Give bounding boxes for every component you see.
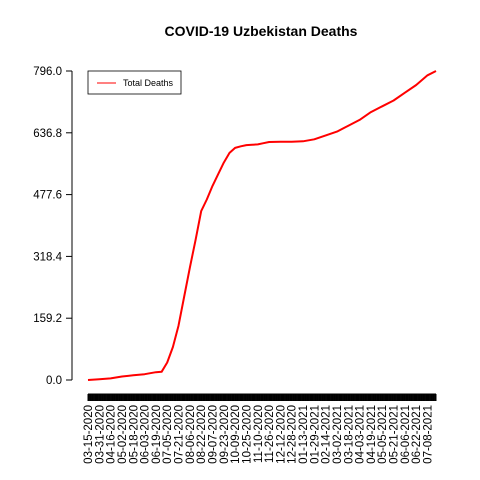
x-tick-label: 08-22-2020 xyxy=(196,405,208,464)
x-tick-label: 03-18-2021 xyxy=(343,405,355,464)
y-tick-label: 159.2 xyxy=(33,313,62,325)
x-tick-label: 06-03-2020 xyxy=(140,405,152,464)
x-tick-label: 04-16-2020 xyxy=(106,405,118,464)
y-tick-label: 477.6 xyxy=(33,190,62,202)
x-tick-label: 03-31-2020 xyxy=(94,405,106,464)
x-tick-label: 06-19-2020 xyxy=(151,405,163,464)
x-tick-label: 08-06-2020 xyxy=(185,405,197,464)
x-tick-label: 06-22-2021 xyxy=(411,405,423,464)
x-tick-label: 03-02-2021 xyxy=(332,405,344,464)
y-axis: 0.0 159.2 318.4 477.6 636.8 796.0 xyxy=(33,66,73,387)
y-tick-label: 796.0 xyxy=(33,66,62,78)
x-tick-label: 05-18-2020 xyxy=(128,405,140,464)
x-tick-label: 03-15-2020 xyxy=(83,405,95,464)
y-tick-label: 636.8 xyxy=(33,128,62,140)
x-tick-label: 05-21-2021 xyxy=(389,405,401,464)
x-tick-label: 10-25-2020 xyxy=(241,405,253,464)
x-tick-label: 12-12-2020 xyxy=(275,405,287,464)
chart-title: COVID-19 Uzbekistan Deaths xyxy=(165,23,358,39)
legend: Total Deaths xyxy=(87,70,182,95)
x-axis: 03-15-2020 03-31-2020 04-16-2020 05-02-2020… xyxy=(83,393,437,464)
x-tick-label: 05-02-2020 xyxy=(117,405,129,464)
x-tick-label: 05-05-2021 xyxy=(377,405,389,464)
x-tick-label: 07-08-2021 xyxy=(423,405,435,464)
y-tick-label: 0.0 xyxy=(46,375,62,387)
x-tick-label: 12-28-2020 xyxy=(287,405,299,464)
legend-label: Total Deaths xyxy=(123,78,174,88)
x-tick-label: 04-03-2021 xyxy=(355,405,367,464)
x-tick-label: 01-29-2021 xyxy=(309,405,321,464)
x-tick-label: 11-26-2020 xyxy=(264,405,276,463)
x-tick-label: 09-23-2020 xyxy=(219,405,231,464)
series-line-total-deaths xyxy=(87,70,437,381)
legend-box xyxy=(87,70,182,95)
x-tick-label: 07-21-2020 xyxy=(174,405,186,464)
x-tick-label: 02-14-2021 xyxy=(321,405,333,464)
x-tick-label: 11-10-2020 xyxy=(253,405,265,463)
y-tick-label: 318.4 xyxy=(33,251,62,263)
x-tick-label: 01-13-2021 xyxy=(298,405,310,464)
x-tick-label: 09-07-2020 xyxy=(207,405,219,464)
x-tick-label: 04-19-2021 xyxy=(366,405,378,464)
series-layer xyxy=(87,70,437,381)
x-tick-label: 10-09-2020 xyxy=(230,405,242,464)
x-tick-label: 06-06-2021 xyxy=(400,405,412,464)
x-tick-label: 07-05-2020 xyxy=(162,405,174,464)
